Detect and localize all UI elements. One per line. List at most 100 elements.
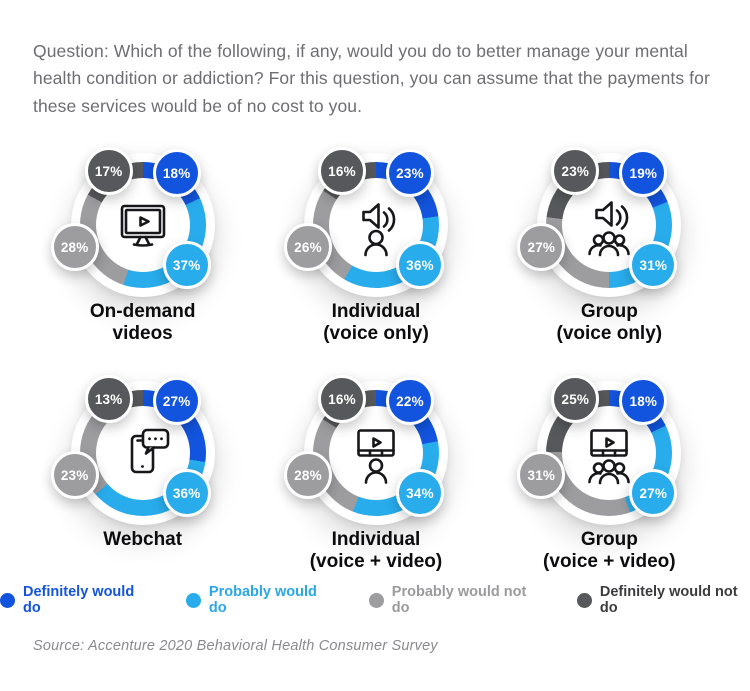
donut: 16% 22% 34% 28% bbox=[283, 363, 466, 543]
chart-label-line1: Webchat bbox=[103, 529, 183, 550]
percent-value: 18% bbox=[162, 165, 191, 181]
badge-definitely-would-do: 19% bbox=[619, 149, 668, 197]
legend-item: Definitely would not do bbox=[576, 584, 750, 616]
phone-chat-icon bbox=[111, 421, 175, 485]
tv-play-icon bbox=[111, 193, 175, 257]
percent-value: 16% bbox=[328, 163, 356, 179]
donut: 17% 18% 37% 28% bbox=[50, 135, 233, 315]
donut-chart: 16% 22% 34% 28% Individual (voice + vide… bbox=[259, 363, 492, 575]
percent-value: 23% bbox=[60, 467, 89, 483]
badge-probably-would-do: 36% bbox=[162, 469, 211, 517]
badge-definitely-would-not-do: 23% bbox=[551, 147, 600, 195]
badge-probably-would-not-do: 23% bbox=[50, 451, 99, 499]
percent-value: 31% bbox=[639, 257, 668, 273]
percent-value: 34% bbox=[406, 485, 434, 501]
chart-label: Individual (voice + video) bbox=[310, 529, 443, 575]
legend-item: Probably would do bbox=[185, 584, 331, 616]
donut: 16% 23% 36% 26% bbox=[283, 135, 466, 315]
screen-person-icon bbox=[344, 421, 408, 485]
chart-label: Individual (voice only) bbox=[323, 301, 429, 347]
legend-dot-icon bbox=[185, 592, 201, 608]
badge-definitely-would-do: 18% bbox=[152, 149, 201, 197]
legend-dot-icon bbox=[368, 592, 384, 608]
badge-definitely-would-do: 22% bbox=[385, 377, 434, 425]
badge-probably-would-not-do: 27% bbox=[517, 223, 566, 271]
chart-label-line1: Group bbox=[580, 529, 638, 550]
chart-label-line1: Group bbox=[580, 301, 638, 322]
badge-definitely-would-not-do: 16% bbox=[317, 375, 366, 423]
percent-value: 28% bbox=[60, 239, 89, 255]
chart-label-line2: (voice + video) bbox=[309, 551, 443, 573]
chart-label: On-demand videos bbox=[90, 301, 196, 347]
badge-definitely-would-do: 18% bbox=[619, 377, 668, 425]
legend-dot-icon bbox=[0, 592, 15, 608]
badge-definitely-would-do: 27% bbox=[152, 377, 201, 425]
legend-item: Probably would not do bbox=[368, 584, 539, 616]
chart-label-line2: (voice only) bbox=[556, 323, 663, 345]
legend-item: Definitely would do bbox=[0, 584, 148, 616]
badge-probably-would-do: 27% bbox=[629, 469, 678, 517]
donut: 25% 18% 27% 31% bbox=[517, 363, 699, 543]
percent-value: 23% bbox=[396, 165, 424, 181]
legend-label: Probably would not do bbox=[391, 584, 527, 616]
percent-value: 27% bbox=[162, 393, 191, 409]
question-text: Question: Which of the following, if any… bbox=[33, 41, 710, 116]
speaker-person-icon bbox=[344, 193, 408, 257]
chart-label-line2: videos bbox=[112, 323, 173, 345]
percent-value: 17% bbox=[94, 163, 123, 179]
legend-label: Probably would do bbox=[208, 584, 317, 616]
legend-label: Definitely would do bbox=[23, 584, 135, 616]
badge-probably-would-do: 34% bbox=[395, 469, 444, 517]
badge-definitely-would-not-do: 16% bbox=[317, 147, 366, 195]
donut-chart: 23% 19% 31% 27% Group (voice only) bbox=[493, 135, 726, 347]
donut-chart: 13% 27% 36% 23% Webchat bbox=[26, 363, 259, 575]
badge-probably-would-not-do: 28% bbox=[283, 451, 332, 499]
badge-definitely-would-do: 23% bbox=[385, 149, 434, 197]
chart-label-line2: (voice + video) bbox=[543, 551, 676, 573]
badge-probably-would-not-do: 28% bbox=[50, 223, 99, 271]
chart-label-line1: Individual bbox=[331, 301, 421, 322]
badge-probably-would-do: 31% bbox=[629, 241, 678, 289]
percent-value: 22% bbox=[396, 393, 424, 409]
percent-value: 13% bbox=[94, 391, 123, 407]
source-text: Source: Accenture 2020 Behavioral Health… bbox=[33, 638, 438, 654]
chart-label-line1: Individual bbox=[331, 529, 421, 550]
chart-label: Group (voice only) bbox=[557, 301, 663, 347]
percent-value: 36% bbox=[172, 485, 201, 501]
chart-label-line2: (voice only) bbox=[323, 323, 429, 345]
percent-value: 26% bbox=[294, 239, 322, 255]
percent-value: 16% bbox=[328, 391, 356, 407]
percent-value: 37% bbox=[172, 257, 201, 273]
badge-definitely-would-not-do: 25% bbox=[551, 375, 600, 423]
speaker-group-icon bbox=[577, 193, 641, 257]
legend: Definitely would do Probably would do Prob… bbox=[0, 584, 750, 616]
percent-value: 27% bbox=[639, 485, 668, 501]
screen-group-icon bbox=[577, 421, 641, 485]
percent-value: 31% bbox=[527, 467, 556, 483]
percent-value: 28% bbox=[294, 467, 322, 483]
chart-label: Webchat bbox=[103, 529, 182, 575]
donut-chart: 25% 18% 27% 31% Group (voice + video) bbox=[493, 363, 726, 575]
percent-value: 27% bbox=[527, 239, 556, 255]
donut: 23% 19% 31% 27% bbox=[517, 135, 699, 315]
legend-dot-icon bbox=[576, 592, 592, 608]
badge-probably-would-not-do: 26% bbox=[283, 223, 332, 271]
legend-label: Definitely would not do bbox=[599, 584, 738, 616]
percent-value: 19% bbox=[629, 165, 658, 181]
donut: 13% 27% 36% 23% bbox=[50, 363, 233, 543]
chart-label: Group (voice + video) bbox=[543, 529, 676, 575]
donut-chart: 17% 18% 37% 28% On-demand videos bbox=[26, 135, 259, 347]
badge-probably-would-do: 37% bbox=[162, 241, 211, 289]
percent-value: 18% bbox=[629, 393, 658, 409]
donut-chart: 16% 23% 36% 26% Individual (voice only) bbox=[259, 135, 492, 347]
badge-definitely-would-not-do: 17% bbox=[84, 147, 133, 195]
percent-value: 25% bbox=[561, 391, 590, 407]
badge-definitely-would-not-do: 13% bbox=[84, 375, 133, 423]
badge-probably-would-do: 36% bbox=[395, 241, 444, 289]
percent-value: 23% bbox=[561, 163, 590, 179]
badge-probably-would-not-do: 31% bbox=[517, 451, 566, 499]
percent-value: 36% bbox=[406, 257, 434, 273]
donut-charts-grid: 17% 18% 37% 28% On-demand videos 16% 23%… bbox=[26, 135, 726, 575]
chart-label-line1: On-demand bbox=[89, 301, 196, 322]
